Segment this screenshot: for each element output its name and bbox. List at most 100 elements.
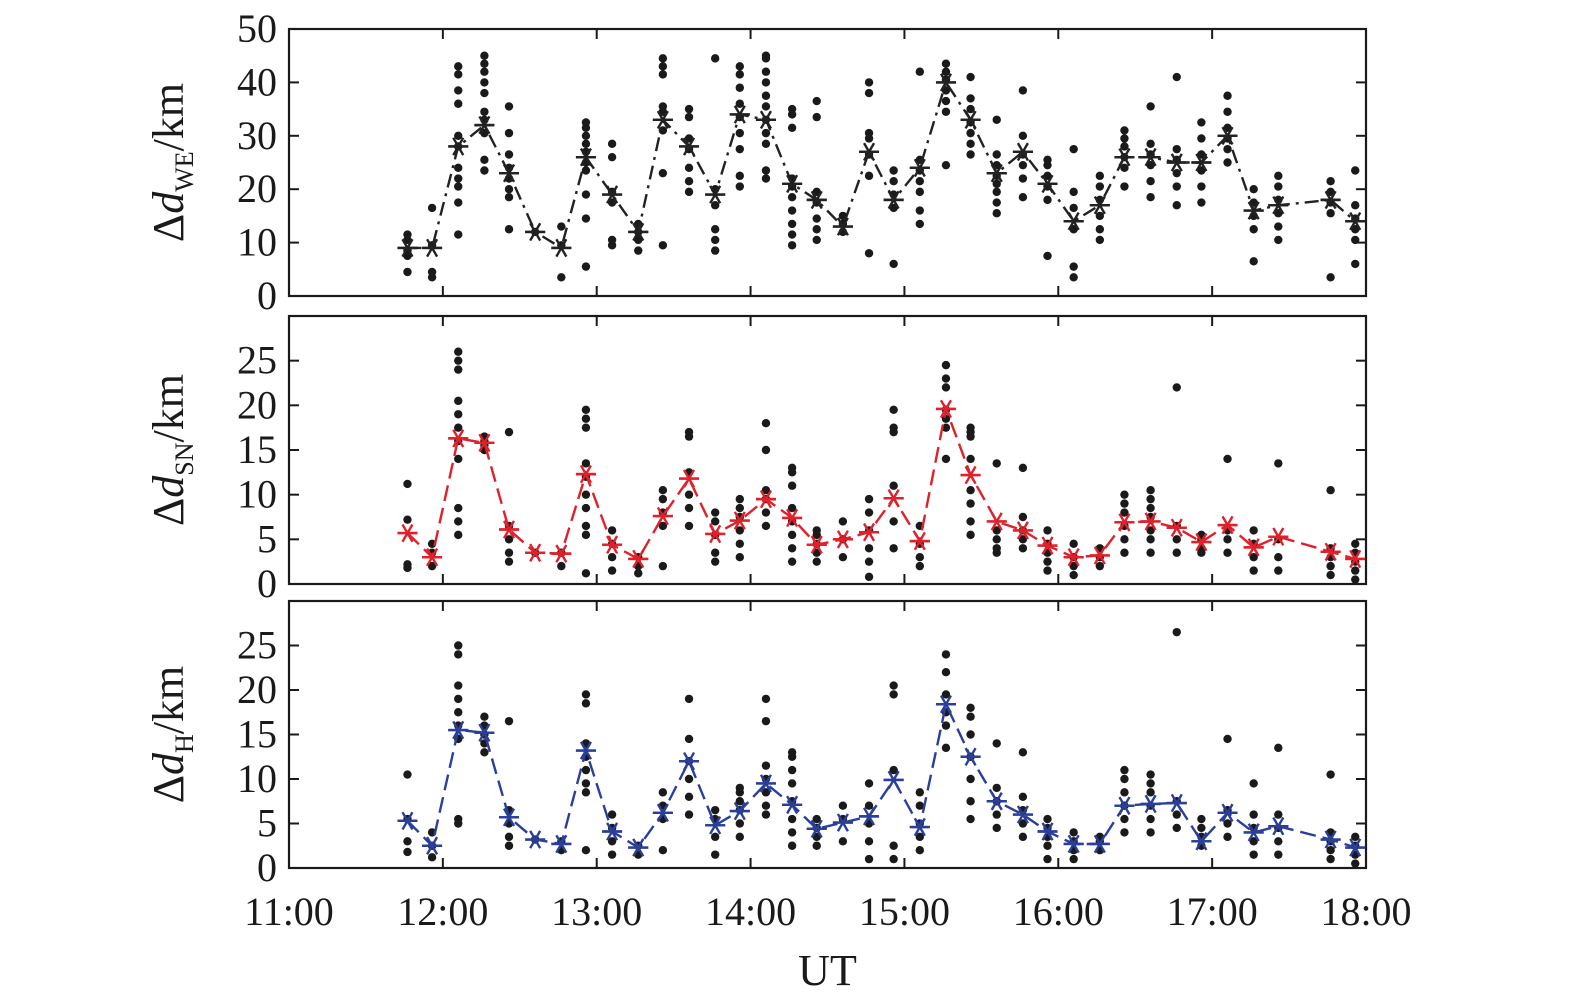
scatter-point bbox=[864, 171, 874, 181]
mean-marker bbox=[1268, 195, 1289, 215]
mean-marker bbox=[652, 506, 673, 526]
mean-marker bbox=[1166, 518, 1187, 537]
scatter-point bbox=[1018, 512, 1028, 522]
scatter-point bbox=[658, 846, 668, 855]
scatter-point bbox=[1172, 201, 1181, 210]
scatter-point bbox=[1223, 144, 1232, 154]
scatter-point bbox=[1146, 486, 1155, 495]
scatter-point bbox=[966, 486, 975, 495]
scatter-point bbox=[658, 561, 668, 571]
scatter-point bbox=[941, 383, 951, 392]
mean-marker bbox=[551, 544, 572, 563]
mean-markers bbox=[397, 694, 1366, 857]
scatter-point bbox=[504, 225, 514, 234]
scatter-point bbox=[812, 235, 821, 245]
scatter-point bbox=[1120, 134, 1129, 143]
scatter-point bbox=[710, 54, 720, 63]
scatter-point bbox=[941, 668, 951, 677]
scatter-point bbox=[735, 62, 745, 71]
scatter-point bbox=[684, 694, 694, 704]
scatter-point bbox=[1146, 176, 1155, 186]
scatter-point bbox=[864, 508, 874, 517]
scatter-point bbox=[454, 530, 463, 540]
scatter-point bbox=[1326, 209, 1335, 218]
scatter-point bbox=[787, 779, 797, 788]
scatter-point bbox=[941, 743, 951, 753]
mean-marker bbox=[1063, 547, 1084, 567]
scatter-point bbox=[1018, 535, 1028, 544]
scatter-point bbox=[710, 201, 720, 210]
scatter-point bbox=[684, 734, 694, 744]
mean-markers bbox=[397, 399, 1366, 569]
scatter-point bbox=[1069, 854, 1078, 864]
scatter-point bbox=[966, 530, 975, 540]
scatter-point bbox=[607, 139, 617, 149]
scatter-point bbox=[1095, 225, 1105, 234]
scatter-point bbox=[915, 846, 925, 855]
mean-marker bbox=[628, 549, 649, 569]
scatter-point bbox=[941, 360, 951, 370]
scatter-point bbox=[812, 112, 821, 122]
y-axis-unit: /km bbox=[144, 83, 193, 151]
scatter-point bbox=[787, 230, 797, 239]
scatter-point bbox=[787, 841, 797, 850]
scatter-point bbox=[966, 423, 975, 432]
mean-marker bbox=[909, 531, 930, 551]
scatter-point bbox=[787, 193, 797, 202]
scatter-point bbox=[735, 553, 745, 562]
mean-marker bbox=[705, 524, 726, 544]
scatter-point bbox=[607, 553, 617, 562]
scatter-point bbox=[787, 104, 797, 114]
scatter-point bbox=[1043, 854, 1052, 864]
scatter-point bbox=[1326, 486, 1335, 495]
mean-marker bbox=[422, 238, 443, 258]
scatter-point bbox=[403, 560, 412, 569]
scatter-point bbox=[1146, 193, 1155, 202]
scatter-point bbox=[684, 427, 694, 437]
scatter-point bbox=[1351, 259, 1360, 269]
mean-marker bbox=[1166, 153, 1187, 172]
scatter-point bbox=[1172, 182, 1181, 191]
scatter-point bbox=[889, 176, 898, 186]
scatter-point bbox=[1120, 490, 1129, 499]
scatter-point bbox=[915, 219, 925, 229]
y-axis-subscript: H bbox=[170, 734, 199, 753]
scatter-point bbox=[480, 748, 489, 757]
scatter-point bbox=[966, 104, 975, 114]
mean-marker bbox=[1191, 153, 1212, 172]
scatter-point bbox=[812, 225, 821, 234]
scatter-point bbox=[1069, 262, 1078, 271]
x-tick-label: 11:00 bbox=[244, 889, 334, 934]
scatter-point bbox=[864, 572, 874, 582]
scatter-point bbox=[761, 128, 771, 138]
scatter-point bbox=[966, 703, 975, 712]
scatter-point bbox=[581, 530, 591, 540]
scatter-point bbox=[480, 67, 489, 76]
scatter-point bbox=[787, 557, 797, 566]
scatter-point bbox=[1043, 195, 1052, 205]
scatter-point bbox=[454, 423, 463, 432]
scatter-point bbox=[941, 454, 951, 464]
panels: 01020304050ΔdWE/km0510152025ΔdSN/km05101… bbox=[144, 6, 1368, 890]
scatter-point bbox=[1069, 203, 1078, 213]
scatter-point bbox=[1146, 814, 1155, 824]
scatter-point bbox=[992, 544, 1001, 553]
scatter-point bbox=[864, 88, 874, 98]
scatter-point bbox=[761, 486, 771, 495]
mean-marker bbox=[1114, 147, 1135, 167]
scatter-point bbox=[710, 246, 720, 255]
scatter-point bbox=[1146, 788, 1155, 797]
scatter-point bbox=[941, 67, 951, 76]
mean-marker bbox=[1345, 211, 1366, 231]
mean-marker bbox=[652, 803, 673, 823]
scatter-point bbox=[1197, 823, 1206, 833]
scatter-point bbox=[992, 115, 1001, 124]
scatter-point bbox=[1120, 828, 1129, 837]
mean-marker bbox=[960, 465, 981, 485]
scatter-point bbox=[1326, 176, 1335, 186]
scatter-point bbox=[735, 832, 745, 842]
scatter-point bbox=[1018, 463, 1028, 473]
scatter-point bbox=[941, 107, 951, 116]
scatter-point bbox=[1018, 86, 1028, 95]
